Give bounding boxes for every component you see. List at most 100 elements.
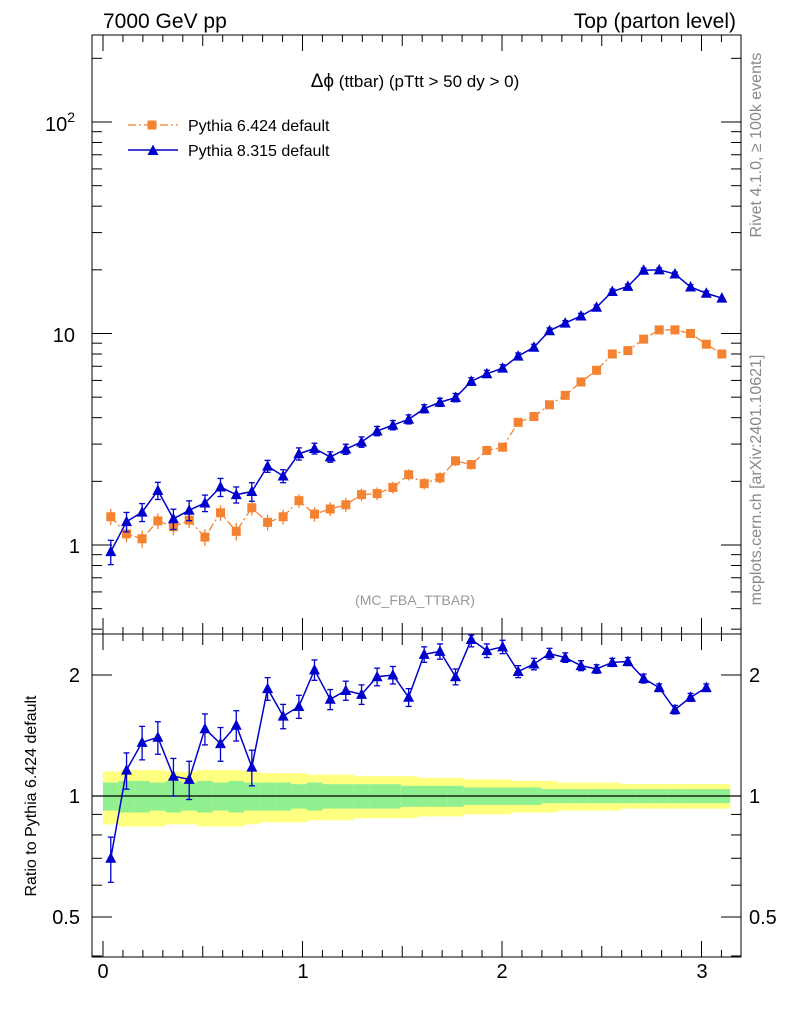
ratio-point-pythia8 — [167, 770, 179, 781]
ratio-y-tick-label-2-right: 2 — [749, 665, 760, 687]
ratio-point-pythia8 — [277, 710, 289, 721]
ratio-data-layer — [105, 633, 712, 883]
point-pythia8 — [199, 496, 211, 508]
ratio-y-tick-label-0-5-right: 0.5 — [749, 907, 777, 929]
legend-marker-pythia8 — [147, 144, 159, 155]
point-pythia8 — [293, 447, 305, 459]
ratio-point-pythia8 — [481, 644, 493, 656]
ratio-point-pythia8 — [215, 737, 227, 749]
ratio-y-tick-label-0-5: 0.5 — [52, 907, 80, 929]
point-pythia8 — [685, 280, 697, 292]
point-pythia6 — [639, 334, 649, 344]
point-pythia8 — [497, 362, 509, 373]
ratio-y-tick-label-2: 2 — [69, 665, 80, 687]
point-pythia6 — [592, 365, 602, 375]
ratio-uncertainty-bands — [102, 770, 731, 827]
point-pythia8 — [638, 264, 650, 275]
point-pythia6 — [106, 512, 116, 522]
ratio-y-tick-labels-left: 2 1 0.5 — [52, 665, 80, 929]
y-tick-label-10: 10 — [53, 325, 75, 347]
ratio-point-pythia8 — [559, 651, 571, 663]
ratio-point-pythia8 — [700, 681, 712, 693]
ratio-point-pythia8 — [230, 719, 242, 730]
point-pythia8 — [246, 485, 258, 497]
point-pythia6 — [137, 534, 147, 544]
ratio-y-tick-label-1: 1 — [69, 786, 80, 808]
point-pythia8 — [418, 402, 430, 414]
main-panel: 1 10 102 Δϕ (ttbar) (pTtt > 50 dy > 0) (… — [45, 34, 742, 635]
point-pythia6 — [670, 325, 680, 335]
ratio-point-pythia8 — [591, 662, 603, 674]
point-pythia8 — [512, 350, 524, 361]
point-pythia6 — [576, 377, 586, 387]
ratio-point-pythia8 — [685, 691, 697, 702]
point-pythia6 — [607, 349, 617, 359]
point-pythia6 — [247, 503, 257, 513]
ratio-point-pythia8 — [183, 773, 195, 784]
ratio-point-pythia8 — [512, 665, 524, 677]
point-pythia6 — [231, 526, 241, 536]
ratio-point-pythia8 — [669, 703, 681, 715]
ratio-y-tick-label-1-right: 1 — [749, 786, 760, 808]
ratio-axis-ticks — [92, 634, 741, 957]
ratio-point-pythia8 — [450, 670, 462, 682]
point-pythia8 — [606, 285, 618, 296]
x-tick-label-1: 1 — [297, 961, 308, 983]
ratio-y-tick-labels-right: 2 1 0.5 — [749, 665, 777, 929]
band-inner — [134, 780, 151, 813]
ratio-point-pythia8 — [543, 647, 555, 659]
ratio-point-pythia8 — [434, 645, 446, 656]
point-pythia8 — [450, 391, 462, 403]
ratio-point-pythia8 — [293, 700, 305, 711]
band-inner — [228, 780, 245, 813]
point-pythia6 — [278, 512, 288, 522]
point-pythia6 — [404, 470, 414, 480]
point-pythia6 — [623, 346, 633, 356]
point-pythia6 — [654, 325, 664, 335]
point-pythia8 — [403, 413, 415, 424]
point-pythia6 — [544, 400, 554, 410]
ratio-point-pythia8 — [387, 668, 399, 680]
point-pythia8 — [215, 481, 227, 492]
x-tick-label-0: 0 — [97, 961, 108, 983]
header-process-label: Top (parton level) — [574, 10, 736, 33]
y-tick-label-1: 1 — [69, 536, 80, 558]
point-pythia6 — [341, 500, 351, 510]
point-pythia6 — [153, 516, 163, 526]
point-pythia8 — [465, 375, 477, 386]
main-y-tick-labels: 1 10 102 — [45, 109, 80, 558]
ratio-point-pythia8 — [575, 659, 587, 671]
point-pythia6 — [388, 483, 398, 493]
point-pythia6 — [294, 496, 304, 506]
point-pythia8 — [356, 435, 368, 447]
header-energy-label: 7000 GeV pp — [103, 10, 227, 33]
ratio-point-pythia8 — [606, 656, 618, 667]
point-pythia8 — [716, 292, 728, 303]
ratio-y-axis-label: Ratio to Pythia 6.424 default — [23, 695, 40, 897]
ratio-point-pythia8 — [152, 731, 164, 742]
point-pythia8 — [591, 301, 603, 312]
rivet-version-label: Rivet 4.1.0, ≥ 100k events — [748, 53, 765, 238]
point-pythia6 — [482, 445, 492, 455]
point-pythia6 — [200, 532, 210, 542]
point-pythia8 — [262, 460, 274, 471]
point-pythia8 — [528, 341, 540, 352]
point-pythia6 — [498, 442, 508, 452]
ratio-point-pythia8 — [638, 672, 650, 684]
point-pythia6 — [686, 329, 696, 338]
main-axis-ticks — [92, 35, 741, 634]
point-pythia8 — [543, 324, 555, 336]
point-pythia8 — [481, 367, 493, 379]
point-pythia8 — [183, 504, 195, 515]
mcplots-label: mcplots.cern.ch [arXiv:2401.10621] — [748, 355, 765, 606]
ratio-point-pythia8 — [622, 655, 634, 667]
main-data-layer — [105, 263, 728, 566]
point-pythia8 — [105, 545, 117, 557]
y-tick-label-100: 102 — [45, 109, 75, 136]
point-pythia6 — [451, 456, 461, 466]
point-pythia6 — [122, 529, 132, 539]
ratio-point-pythia8 — [403, 691, 415, 702]
point-pythia6 — [560, 390, 570, 400]
analysis-watermark: (MC_FBA_TTBAR) — [355, 592, 475, 608]
